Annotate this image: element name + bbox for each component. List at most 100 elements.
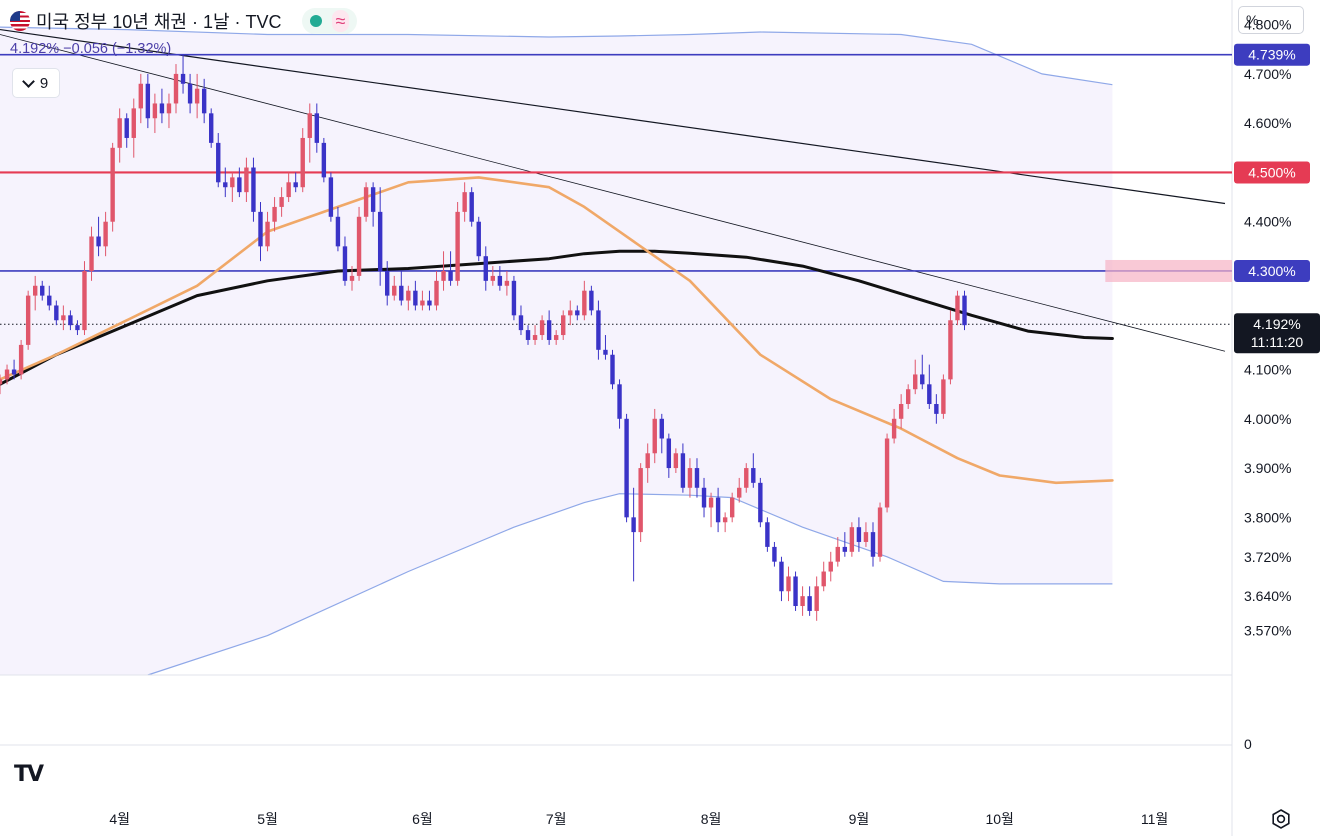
candle-body[interactable] — [342, 246, 348, 281]
market-status-pill[interactable]: ≈ — [301, 8, 358, 34]
candle-body[interactable] — [237, 177, 242, 193]
candle-body[interactable] — [68, 315, 73, 326]
candle[interactable] — [25, 290, 31, 350]
candle-body[interactable] — [117, 118, 122, 148]
price-tag-4739[interactable]: 4.739% — [1248, 47, 1295, 63]
candle-body[interactable] — [596, 310, 601, 350]
candle[interactable] — [539, 315, 545, 340]
candle[interactable] — [807, 586, 812, 616]
candle-body[interactable] — [603, 349, 608, 355]
candle[interactable] — [490, 266, 496, 286]
candle[interactable] — [793, 571, 798, 611]
candle-body[interactable] — [835, 546, 840, 562]
candle-body[interactable] — [286, 182, 291, 198]
candle[interactable] — [40, 280, 45, 301]
candle[interactable] — [673, 448, 679, 473]
candle-body[interactable] — [18, 344, 24, 375]
candle[interactable] — [110, 142, 115, 232]
candle[interactable] — [124, 113, 129, 148]
candle[interactable] — [758, 477, 763, 528]
candle[interactable] — [884, 433, 890, 513]
candle-body[interactable] — [180, 73, 186, 84]
candle[interactable] — [575, 305, 580, 321]
candle-body[interactable] — [187, 83, 193, 104]
candle-body[interactable] — [159, 103, 165, 114]
candle-body[interactable] — [483, 256, 488, 281]
candle[interactable] — [913, 359, 918, 395]
candle-body[interactable] — [624, 418, 629, 518]
candle-body[interactable] — [962, 295, 967, 326]
candle[interactable] — [159, 88, 165, 124]
candle-body[interactable] — [856, 527, 862, 542]
candle[interactable] — [546, 310, 552, 345]
candle-body[interactable] — [927, 384, 932, 405]
candle[interactable] — [941, 374, 946, 419]
candle[interactable] — [715, 487, 721, 533]
candle-body[interactable] — [209, 113, 214, 143]
candle[interactable] — [744, 463, 749, 493]
candle[interactable] — [152, 93, 158, 134]
candle-body[interactable] — [166, 103, 172, 114]
candle-body[interactable] — [659, 418, 664, 439]
candle[interactable] — [737, 477, 742, 503]
candle[interactable] — [117, 108, 122, 163]
candle[interactable] — [955, 290, 960, 326]
candle-body[interactable] — [441, 270, 446, 281]
candle[interactable] — [927, 364, 932, 409]
candle-body[interactable] — [392, 285, 397, 296]
candle-body[interactable] — [11, 369, 17, 375]
candle-body[interactable] — [849, 527, 855, 552]
candle[interactable] — [476, 216, 481, 262]
candle[interactable] — [821, 561, 826, 592]
candle[interactable] — [314, 103, 320, 153]
candle[interactable] — [392, 275, 397, 301]
candle-body[interactable] — [582, 290, 587, 316]
candle[interactable] — [786, 566, 791, 602]
candle[interactable] — [877, 502, 883, 562]
candle[interactable] — [962, 290, 967, 331]
candle[interactable] — [54, 300, 59, 326]
candle-body[interactable] — [568, 310, 573, 316]
candle[interactable] — [687, 458, 693, 498]
candle-body[interactable] — [279, 197, 284, 207]
candle-body[interactable] — [758, 482, 763, 523]
candle[interactable] — [659, 413, 664, 454]
candle-body[interactable] — [701, 487, 707, 508]
candle-body[interactable] — [47, 295, 52, 306]
candle[interactable] — [582, 280, 587, 321]
candle[interactable] — [835, 537, 840, 567]
scale-unit-button[interactable]: % — [1238, 6, 1304, 34]
candle-body[interactable] — [370, 187, 376, 212]
candle-body[interactable] — [694, 468, 700, 488]
candle-body[interactable] — [518, 315, 524, 331]
candle[interactable] — [89, 226, 94, 281]
candle[interactable] — [377, 187, 383, 286]
settings-icon[interactable] — [1270, 808, 1292, 830]
candle-body[interactable] — [427, 300, 432, 306]
candle[interactable] — [194, 73, 200, 119]
candle-body[interactable] — [314, 113, 320, 143]
candle-body[interactable] — [828, 561, 833, 572]
candle-body[interactable] — [955, 295, 960, 321]
candle-body[interactable] — [751, 468, 756, 483]
candle-body[interactable] — [561, 315, 566, 336]
candle-body[interactable] — [152, 103, 158, 119]
candle[interactable] — [96, 216, 101, 257]
candle[interactable] — [532, 325, 538, 345]
candle[interactable] — [722, 512, 728, 533]
candle[interactable] — [568, 300, 573, 326]
price-tag-4500[interactable]: 4.500% — [1248, 164, 1295, 180]
candle[interactable] — [948, 310, 953, 385]
candle[interactable] — [251, 157, 256, 222]
candle-body[interactable] — [406, 290, 411, 301]
candle-body[interactable] — [258, 211, 263, 247]
candle[interactable] — [828, 551, 833, 582]
candle-body[interactable] — [173, 73, 179, 104]
candle-body[interactable] — [244, 167, 249, 193]
candle-body[interactable] — [779, 561, 784, 592]
candle[interactable] — [455, 202, 460, 286]
candle[interactable] — [321, 137, 327, 183]
candle[interactable] — [504, 270, 510, 296]
moving-average-orange[interactable] — [0, 176, 1114, 485]
candle[interactable] — [645, 443, 650, 483]
